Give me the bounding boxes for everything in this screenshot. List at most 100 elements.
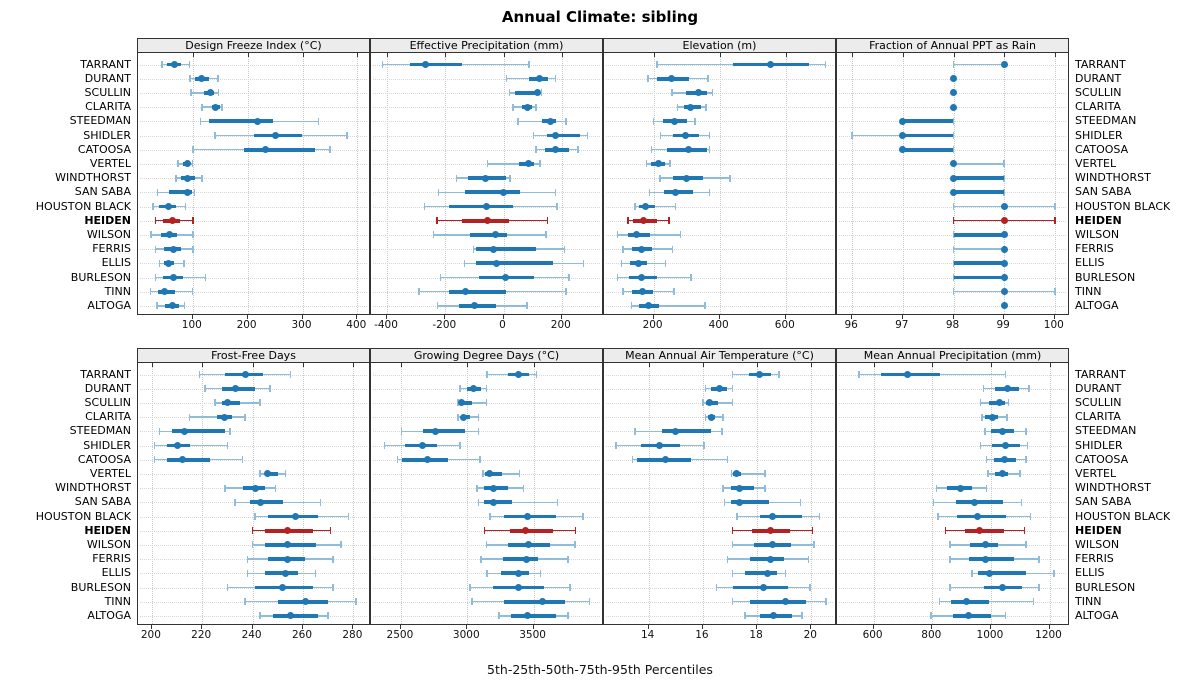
whisker-cap: [704, 385, 707, 393]
panel-plot-area: [137, 363, 370, 625]
whisker-cap: [423, 203, 426, 210]
axis-top-tick-mark: [902, 53, 904, 57]
x-tick-mark: [246, 315, 248, 319]
site-label-left: SAN SABA: [74, 495, 131, 509]
whisker-cap: [226, 584, 229, 591]
x-axis: 200 220 240 260 280: [137, 625, 370, 643]
gridline-horizontal: [606, 220, 833, 222]
median-dot: [431, 427, 439, 435]
gridline-horizontal: [606, 559, 833, 561]
gridline-horizontal: [839, 206, 1066, 208]
axis-top-tick-mark: [852, 53, 854, 57]
median-dot: [950, 103, 957, 111]
median-dot: [1002, 442, 1009, 449]
median-dot: [525, 160, 533, 168]
median-dot: [173, 442, 181, 449]
whisker-cap: [563, 245, 566, 253]
whisker-cap: [949, 584, 951, 591]
median-dot: [241, 371, 249, 378]
iqr-bar: [953, 261, 1005, 266]
iqr-bar: [957, 514, 1006, 519]
iqr-bar: [902, 147, 954, 152]
median-dot: [419, 442, 427, 449]
whisker-cap: [201, 103, 203, 111]
x-tick-mark: [718, 315, 720, 319]
axis-top-tick-mark: [303, 363, 304, 367]
x-tick-mark: [701, 625, 703, 629]
median-dot: [483, 203, 491, 210]
whisker-cap: [418, 288, 420, 296]
whisker-cap: [708, 132, 711, 139]
x-tick-label: 98: [945, 319, 960, 331]
x-tick-mark: [810, 625, 812, 629]
whisker-cap: [480, 555, 482, 563]
x-tick-label: 240: [241, 629, 262, 641]
whisker-cap: [154, 245, 157, 253]
whisker-cap: [150, 231, 152, 239]
whisker-cap: [190, 89, 192, 97]
gridline-vertical: [811, 363, 813, 624]
gridline-horizontal: [373, 431, 600, 433]
whisker-cap: [650, 146, 653, 154]
site-label-left: STEEDMAN: [69, 424, 131, 438]
gridline-vertical: [648, 363, 650, 624]
whisker-cap: [652, 117, 655, 125]
iqr-bar: [168, 190, 192, 195]
x-tick-mark: [756, 625, 758, 629]
x-tick-label: 800: [921, 629, 942, 641]
iqr-bar: [483, 500, 513, 505]
iqr-bar: [902, 133, 954, 138]
axis-top-tick-mark: [151, 363, 153, 367]
median-dot: [423, 456, 431, 464]
median-dot: [183, 160, 191, 168]
whisker-cap: [226, 442, 229, 449]
site-label-left: ALTOGA: [87, 298, 131, 312]
whisker-cap: [156, 302, 158, 310]
panel-plot-area: [370, 53, 603, 315]
gridline-horizontal: [839, 291, 1066, 293]
gridline-horizontal: [140, 220, 367, 222]
gridline-horizontal: [839, 305, 1066, 307]
whisker-cap: [539, 160, 541, 168]
gridline-horizontal: [839, 417, 1066, 419]
site-label-left: CLARITA: [85, 100, 131, 114]
median-dot: [486, 470, 494, 478]
median-dot: [975, 527, 983, 535]
whisker-cap: [952, 288, 955, 296]
site-label-left: TINN: [104, 594, 131, 608]
whisker-cap: [664, 259, 667, 267]
whisker-cap: [726, 555, 729, 563]
whisker-cap: [731, 527, 734, 535]
median-dot: [634, 259, 642, 267]
gridline-horizontal: [839, 445, 1066, 447]
gridline-horizontal: [839, 573, 1066, 575]
whisker-cap: [221, 103, 223, 111]
site-label-right: CLARITA: [1075, 100, 1121, 114]
whisker-cap: [463, 259, 466, 267]
whisker-cap: [535, 371, 538, 378]
median-dot: [736, 498, 743, 506]
whisker-cap: [935, 484, 938, 492]
median-dot: [281, 569, 289, 577]
whisker-cap: [346, 132, 348, 139]
median-dot: [169, 245, 177, 253]
whisker-cap: [721, 427, 723, 435]
x-tick-mark: [872, 625, 874, 629]
whisker-cap: [540, 89, 543, 97]
gridline-horizontal: [373, 417, 600, 419]
whisker-cap: [952, 132, 955, 139]
whisker-cap: [952, 117, 955, 125]
axis-top-tick-mark: [503, 53, 505, 57]
iqr-bar: [953, 176, 1005, 180]
whisker-cap: [498, 612, 500, 620]
panel-mean-annual-air-temperature-c-: Mean Annual Air Temperature (°C) 14 16 18 20: [603, 348, 836, 645]
site-label-right: ELLIS: [1075, 566, 1105, 580]
whisker-cap: [679, 231, 682, 239]
whisker-cap: [577, 146, 579, 154]
panel-plot-area: [836, 53, 1069, 315]
median-dot: [715, 385, 723, 393]
median-dot: [638, 288, 646, 296]
whisker-cap: [574, 527, 577, 535]
whisker-cap: [645, 160, 648, 168]
